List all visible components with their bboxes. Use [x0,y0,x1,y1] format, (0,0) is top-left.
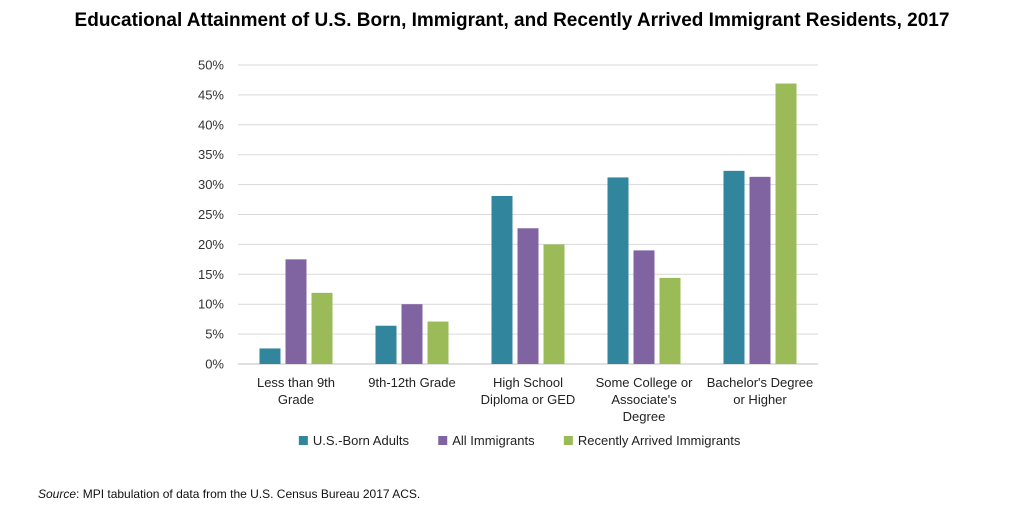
x-category-label: or Higher [733,392,787,407]
x-category-label: Less than 9th [257,375,335,390]
bar [749,176,771,364]
legend-swatch [438,436,448,445]
bar [427,321,449,364]
y-tick-label: 45% [198,87,224,102]
bar [401,304,423,364]
bar [633,250,655,364]
x-category-label: Degree [623,409,666,424]
y-tick-label: 0% [205,357,224,372]
x-category-label: High School [493,375,563,390]
bar [375,325,397,364]
x-category-label: Some College or [596,375,693,390]
y-tick-label: 35% [198,147,224,162]
bar [543,244,565,364]
bar [311,292,333,364]
x-category-label: Bachelor's Degree [707,375,814,390]
legend-label: U.S.-Born Adults [313,433,410,448]
bar [775,83,797,365]
legend-swatch [298,436,308,445]
x-category-label: Associate's [611,392,677,407]
legend-swatch [563,436,573,445]
y-tick-label: 25% [198,207,224,222]
y-tick-label: 20% [198,237,224,252]
bar [517,228,539,364]
bar [259,348,281,364]
y-tick-label: 40% [198,117,224,132]
legend-label: Recently Arrived Immigrants [578,433,741,448]
y-tick-label: 5% [205,327,224,342]
source-text: : MPI tabulation of data from the U.S. C… [76,487,421,501]
y-tick-label: 10% [198,297,224,312]
y-tick-label: 50% [198,58,224,73]
bar [491,195,513,364]
bar [285,259,307,364]
bar [723,170,745,364]
x-category-label: Diploma or GED [481,392,576,407]
source-note: Source: MPI tabulation of data from the … [38,487,420,501]
x-category-label: 9th-12th Grade [368,375,455,390]
bar [607,177,629,364]
y-tick-label: 15% [198,267,224,282]
chart-title: Educational Attainment of U.S. Born, Imm… [74,10,950,31]
x-category-label: Grade [278,392,314,407]
y-tick-label: 30% [198,177,224,192]
source-label: Source [38,487,77,501]
legend-label: All Immigrants [452,433,535,448]
bar [659,277,681,364]
